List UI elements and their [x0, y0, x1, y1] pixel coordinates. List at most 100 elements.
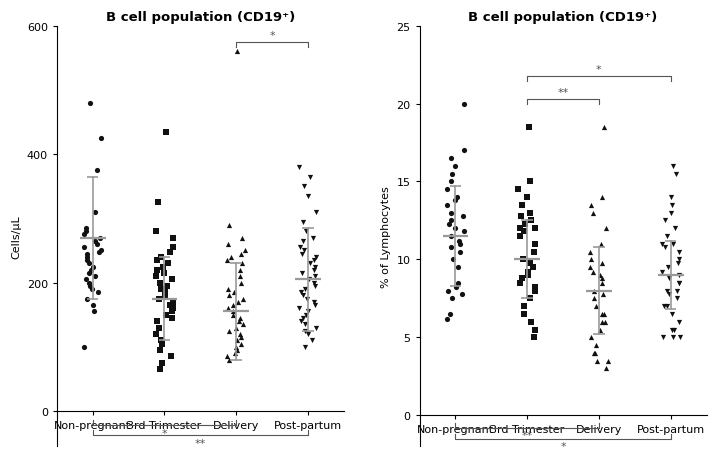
Point	[295, 318, 307, 325]
Point	[234, 266, 246, 274]
Point	[78, 244, 89, 251]
Point	[667, 163, 679, 170]
Point	[595, 241, 607, 248]
Point	[446, 209, 457, 217]
Point	[235, 279, 247, 287]
Point	[666, 326, 678, 333]
Point	[445, 233, 456, 240]
Point	[81, 257, 93, 264]
Point	[518, 303, 530, 310]
Point	[89, 209, 100, 216]
Point	[81, 228, 92, 235]
Point	[669, 326, 680, 333]
Point	[230, 344, 242, 351]
Point	[306, 337, 318, 344]
Point	[299, 321, 310, 328]
Point	[223, 356, 235, 363]
Point	[308, 279, 320, 287]
Point	[674, 280, 685, 287]
Point	[240, 247, 251, 255]
Point	[446, 178, 457, 186]
Point	[446, 295, 458, 302]
Point	[297, 269, 308, 277]
Point	[441, 186, 453, 194]
Point	[444, 311, 455, 318]
Point	[222, 241, 234, 248]
Point	[236, 260, 248, 268]
Point	[659, 303, 670, 310]
Point	[166, 314, 178, 322]
Point	[161, 129, 172, 136]
Point	[153, 199, 164, 206]
Point	[221, 257, 233, 264]
Point	[308, 257, 320, 264]
Point	[162, 260, 174, 268]
Point	[154, 347, 166, 354]
Point	[302, 308, 314, 315]
Point	[596, 311, 608, 318]
Point	[222, 305, 234, 313]
Point	[674, 334, 685, 341]
Point	[517, 256, 528, 263]
Point	[150, 331, 162, 338]
Point	[94, 234, 105, 242]
Point	[459, 100, 470, 108]
Point	[528, 284, 540, 292]
Point	[602, 357, 613, 364]
Point	[86, 266, 97, 274]
Point	[517, 275, 528, 282]
Point	[673, 272, 685, 279]
Point	[235, 273, 246, 280]
Point	[164, 302, 176, 309]
Point	[587, 209, 598, 217]
Point	[293, 305, 305, 313]
Point	[167, 305, 179, 313]
Point	[165, 353, 176, 360]
Point	[585, 334, 597, 341]
Point	[83, 269, 94, 277]
Point	[441, 315, 453, 323]
Point	[297, 292, 309, 300]
Point	[595, 326, 606, 333]
Point	[441, 202, 453, 209]
Point	[300, 228, 312, 235]
Point	[454, 248, 465, 256]
Point	[449, 225, 461, 232]
Point	[295, 289, 307, 296]
Point	[596, 280, 608, 287]
Point	[161, 311, 172, 319]
Point	[662, 290, 674, 298]
Point	[233, 299, 244, 306]
Point	[233, 318, 245, 325]
Point	[459, 147, 470, 155]
Point	[449, 163, 461, 170]
Point	[529, 241, 541, 248]
Point	[155, 366, 166, 373]
Point	[661, 233, 672, 240]
Point	[451, 194, 463, 201]
Point	[585, 202, 597, 209]
Point	[153, 324, 164, 332]
Point	[84, 260, 95, 268]
Point	[232, 337, 243, 344]
Point	[235, 340, 247, 348]
Point	[310, 324, 322, 332]
Point	[86, 286, 98, 293]
Point	[587, 269, 598, 276]
Point	[151, 318, 163, 325]
Point	[235, 250, 247, 258]
Point	[158, 263, 169, 271]
Point	[516, 202, 528, 209]
Point	[660, 217, 671, 225]
Point	[87, 263, 99, 271]
Point	[156, 359, 168, 367]
Point	[225, 254, 236, 261]
Point	[84, 100, 96, 107]
Point	[308, 299, 320, 306]
Point	[302, 193, 314, 200]
Point	[450, 197, 462, 205]
Point	[666, 311, 678, 318]
Point	[518, 228, 530, 236]
Point	[672, 287, 683, 294]
Point	[445, 217, 456, 225]
